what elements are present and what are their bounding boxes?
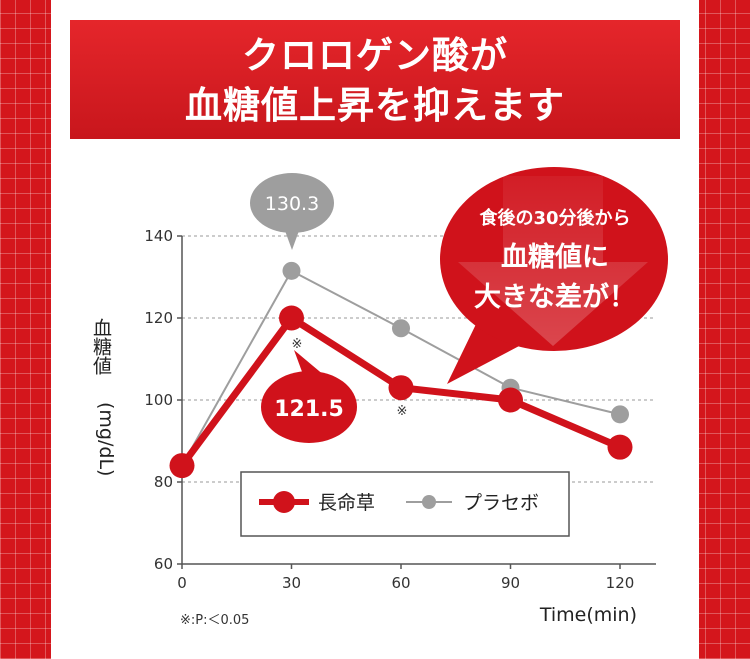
callout-line1: 食後の30分後から	[478, 207, 630, 229]
legend-label-placebo: プラセボ	[463, 492, 539, 514]
choumeisou-point-90	[498, 387, 523, 413]
y-tick-label-140: 140	[144, 227, 173, 245]
choumeisou-peak-label: 121.5	[274, 397, 344, 422]
placebo-point-30	[282, 261, 301, 280]
y-tick-label-80: 80	[154, 473, 173, 491]
placebo-peak-bubble: 130.3	[250, 173, 334, 250]
x-tick-labels: 0 30 60 90 120	[177, 564, 634, 592]
callout-line2: 血糖値に	[501, 241, 609, 273]
difference-callout: 食後の30分後から 血糖値に 大きな差が！	[440, 167, 668, 384]
y-axis-unit: (mg/dL)	[95, 402, 117, 476]
choumeisou-point-120	[607, 434, 633, 460]
title-banner: クロロゲン酸が 血糖値上昇を抑えます	[70, 20, 680, 139]
x-tick-label-120: 120	[606, 574, 635, 592]
x-tick-label-90: 90	[501, 574, 520, 592]
y-axis-title: 血糖値	[90, 318, 112, 375]
y-tick-label-60: 60	[154, 555, 173, 573]
y-tick-labels: 60 80 100 120 140	[144, 227, 182, 573]
significance-mark-60: ※	[397, 404, 408, 419]
callout-line3: 大きな差が！	[474, 281, 636, 313]
placebo-point-60	[392, 319, 410, 338]
significance-note: ※:P:＜0.05	[180, 613, 249, 628]
banner-title-line1: クロロゲン酸が	[242, 34, 508, 77]
choumeisou-peak-bubble: 121.5	[261, 350, 357, 443]
choumeisou-point-60	[388, 375, 414, 401]
y-tick-label-120: 120	[144, 309, 173, 327]
down-arrow-shape	[458, 176, 648, 346]
legend-item-placebo: プラセボ	[406, 492, 539, 514]
choumeisou-point-0	[169, 453, 195, 479]
significance-mark-30: ※	[292, 337, 303, 352]
placebo-peak-label: 130.3	[265, 193, 319, 215]
legend-item-choumeisou: 長命草	[259, 491, 375, 514]
legend: 長命草 プラセボ	[240, 471, 570, 537]
placebo-point-120	[611, 405, 629, 424]
x-tick-label-30: 30	[282, 574, 301, 592]
x-tick-label-60: 60	[391, 574, 410, 592]
x-axis-title: Time(min)	[539, 604, 637, 626]
banner-title-line2: 血糖値上昇を抑えます	[185, 84, 565, 127]
legend-label-choumeisou: 長命草	[318, 492, 375, 514]
y-tick-label-100: 100	[144, 391, 173, 409]
x-tick-label-0: 0	[177, 574, 187, 592]
choumeisou-point-30	[279, 305, 304, 331]
series-choumeisou	[169, 305, 633, 479]
